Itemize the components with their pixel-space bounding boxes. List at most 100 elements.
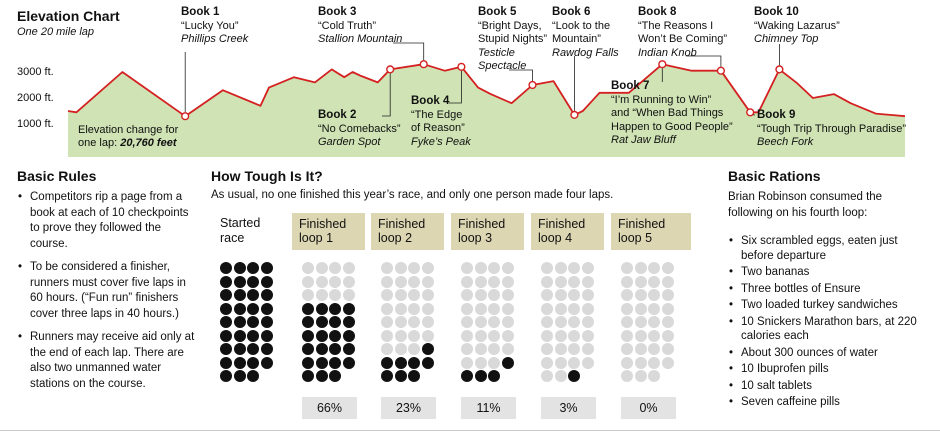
book-title: Mountain” [552,33,601,45]
runner-dot-empty [634,343,647,355]
runner-dot-filled [260,329,273,342]
book-title: Stupid Nights” [478,33,548,45]
runner-dot-filled [220,329,232,342]
book-number: Book 5 [478,6,517,18]
runner-dot-empty [421,275,434,288]
runner-dot-filled [220,262,232,274]
list-item: Two loaded turkey sandwiches [728,298,918,313]
runner-dot-empty [315,275,328,288]
book-place: Fyke’s Peak [411,135,471,148]
book-number: Book 6 [552,6,591,18]
book-place: Rawdog Falls [552,46,619,59]
runner-dot-filled [329,316,341,328]
checkpoint-marker-book-9 [746,108,755,117]
elevation-line [67,63,906,118]
runner-dot-filled [315,302,328,315]
runner-dot-empty [474,302,487,315]
book-place: Spectacle [478,60,527,72]
runner-dot-empty [501,289,514,301]
runner-dot-empty [394,302,407,315]
runner-dot-empty [501,316,514,328]
runner-dot-empty [621,343,633,355]
runner-dot-filled [247,370,259,382]
book-place: Testicle [478,46,515,59]
runner-dot-empty [634,316,647,328]
runner-dot-empty [488,262,500,274]
book-3-label: Book 3 “Cold Truth” Stallion Mountain [318,6,402,47]
runner-dot-filled [220,343,232,355]
chart-title: Elevation Chart [17,8,120,24]
book-title: Won’t Be Coming” [638,33,728,45]
book-title: “Waking Lazarus” [754,19,840,32]
runner-dot-empty [394,275,407,288]
runner-dot-empty [634,356,647,369]
runner-dot-empty [329,275,341,288]
runner-dot-empty [648,316,660,328]
book-2-label: Book 2 “No Comebacks” Garden Spot [318,109,401,150]
runner-dot-filled [342,302,355,315]
rules-list: Competitors rip a page from a book at ea… [17,190,195,400]
runner-dot-empty [621,275,633,288]
runner-dot-filled [260,302,273,315]
runner-dot-empty [621,329,633,342]
runner-dot-empty [488,316,500,328]
runner-dot-empty [302,275,314,288]
leader-line-book-4 [449,70,462,104]
book-title: “Bright Days, [478,19,542,32]
stage-percent: 66% [302,397,357,419]
runner-dot-empty [381,275,393,288]
runner-dot-empty [568,316,580,328]
book-9-label: Book 9 “Tough Trip Through Paradise” Bee… [757,109,906,150]
book-title: “The Edge [411,108,463,121]
runner-dot-filled [302,302,314,315]
runner-dot-filled [233,302,246,315]
runner-dot-empty [381,262,393,274]
elevation-area [68,64,905,157]
runner-dot-empty [634,289,647,301]
runner-dot-filled [260,343,273,355]
runner-dot-empty [421,289,434,301]
runner-dot-empty [661,302,674,315]
runner-dot-empty [648,343,660,355]
runner-dot-filled [302,370,314,382]
runner-dot-empty [474,275,487,288]
runner-dot-filled [233,316,246,328]
runner-dot-filled [260,289,273,301]
stage-percent: 0% [621,397,676,419]
runner-dot-empty [568,289,580,301]
book-1-label: Book 1 “Lucky You” Phillips Creek [181,6,248,47]
book-8-label: Book 8 “The Reasons I Won’t Be Coming” I… [638,6,727,60]
runner-dot-empty [488,343,500,355]
runner-dot-empty [488,289,500,301]
y-tick-label: 2000 ft. [17,92,54,104]
runner-dot-filled [315,356,328,369]
runner-dot-empty [648,329,660,342]
runner-dot-filled [260,316,273,328]
runner-dot-empty [634,370,647,382]
book-5-label: Book 5 “Bright Days, Stupid Nights” Test… [478,6,547,74]
runner-dot-empty [541,302,553,315]
list-item: Seven caffeine pills [728,395,918,410]
runner-dot-filled [394,370,407,382]
runner-dot-empty [554,275,567,288]
stage-dots [381,262,434,382]
runner-dot-filled [381,370,393,382]
runner-dot-empty [581,289,594,301]
leader-line-book-3 [393,42,425,61]
list-item: Runners may receive aid only at the end … [17,330,195,392]
stage-header: Finished loop 4 [531,213,604,250]
runner-dot-empty [661,343,674,355]
stage-dots [621,262,674,382]
book-place: Indian Knob [638,46,697,59]
book-place: Garden Spot [318,136,381,148]
runner-dot-empty [488,275,500,288]
runner-dot-empty [661,275,674,288]
runner-dot-filled [329,356,341,369]
stage-header: Finished loop 3 [451,213,524,250]
book-place: Stallion Mountain [318,33,403,45]
book-number: Book 3 [318,6,357,18]
started-race-label: Started race [220,216,261,245]
runner-dot-empty [501,262,514,274]
list-item: Six scrambled eggs, eaten just before de… [728,234,918,263]
runner-dot-empty [408,262,420,274]
